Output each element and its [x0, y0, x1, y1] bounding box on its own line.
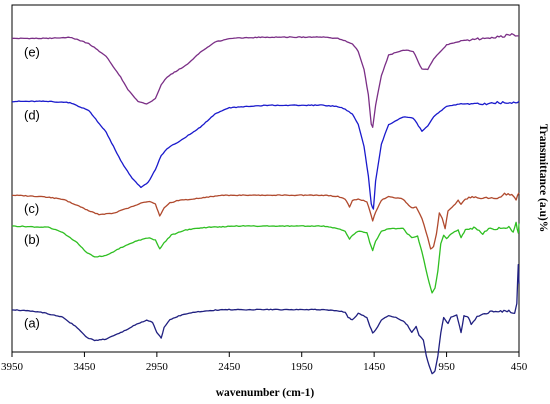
x-axis-title: wavenumber (cm-1)	[216, 387, 315, 399]
series-line-e	[11, 33, 520, 128]
x-tick-label: 3450	[73, 361, 96, 373]
y-axis-title: Transmittance (a.u)%	[537, 124, 549, 232]
series-label-c: (c)	[24, 201, 39, 216]
series-label-e: (e)	[24, 44, 40, 59]
series-line-a	[11, 264, 520, 375]
series-label-d: (d)	[24, 107, 40, 122]
series-label-a: (a)	[24, 316, 40, 331]
series-line-b	[11, 221, 520, 294]
x-tick-label: 1950	[291, 361, 314, 373]
series-line-d	[11, 100, 520, 210]
x-tick-label: 3950	[1, 361, 24, 373]
plot-area-frame	[11, 4, 520, 353]
series-layer	[11, 33, 520, 375]
x-tick-label: 1450	[363, 361, 386, 373]
x-tick-layer: 3950 3450 2950 2450 1950 1450 950 450	[1, 352, 528, 373]
x-tick-label: 950	[438, 361, 455, 373]
x-tick-label: 450	[511, 361, 528, 373]
x-tick-label: 2450	[218, 361, 241, 373]
series-line-c	[11, 192, 520, 250]
series-label-b: (b)	[24, 232, 40, 247]
x-tick-label: 2950	[146, 361, 169, 373]
series-label-layer: (e) (d) (c) (b) (a)	[24, 44, 40, 330]
